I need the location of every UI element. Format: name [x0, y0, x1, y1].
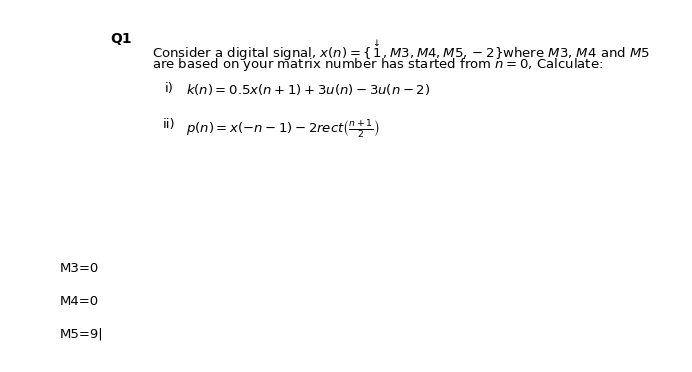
Text: $p(n) = x(-n - 1) - 2rect\left(\frac{n+1}{2}\right)$: $p(n) = x(-n - 1) - 2rect\left(\frac{n+1…: [186, 118, 380, 140]
Text: are based on your matrix number has started from $n = 0$, Calculate:: are based on your matrix number has star…: [152, 56, 603, 73]
Text: ii): ii): [163, 118, 176, 131]
Text: $k(n) = 0.5x(n + 1) + 3u(n) - 3u(n - 2)$: $k(n) = 0.5x(n + 1) + 3u(n) - 3u(n - 2)$: [186, 82, 430, 97]
Text: i): i): [165, 82, 174, 95]
Text: M5=9|: M5=9|: [60, 328, 104, 341]
Text: M3=0: M3=0: [60, 262, 99, 275]
Text: Consider a digital signal, $x(n) = \{\overset{\downarrow}{1}, M3, M4, M5, -2\}$w: Consider a digital signal, $x(n) = \{\ov…: [152, 38, 650, 64]
Text: Q1: Q1: [110, 32, 131, 46]
Text: M4=0: M4=0: [60, 295, 99, 308]
